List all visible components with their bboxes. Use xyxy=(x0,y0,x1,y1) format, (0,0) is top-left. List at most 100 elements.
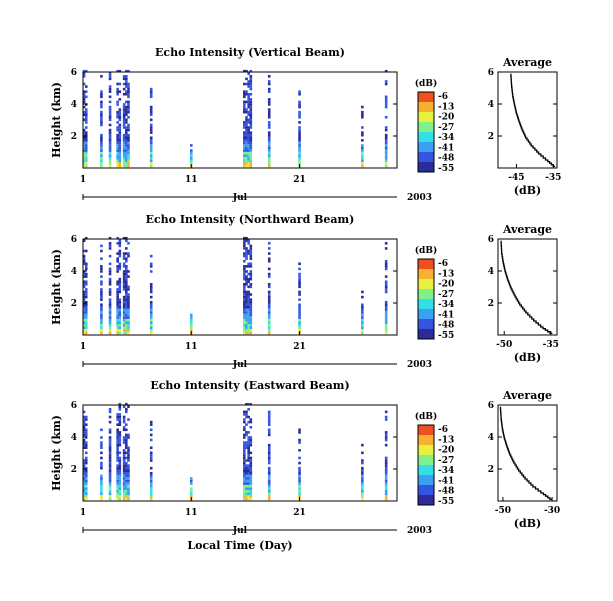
echo-cell xyxy=(116,159,119,163)
echo-cell xyxy=(84,144,88,147)
echo-cell xyxy=(125,77,128,81)
echo-cell xyxy=(116,318,119,322)
echo-cell xyxy=(245,126,248,129)
x-tick-label: 11 xyxy=(185,342,198,352)
echo-cell xyxy=(384,477,388,480)
echo-cell xyxy=(245,423,248,426)
echo-cell xyxy=(361,329,364,332)
echo-cell xyxy=(249,262,253,266)
echo-cell xyxy=(84,331,88,335)
echo-cell xyxy=(243,428,246,432)
echo-cell xyxy=(122,159,126,163)
echo-cell xyxy=(84,146,88,150)
echo-cell xyxy=(245,497,248,501)
echo-cell xyxy=(125,487,128,490)
echo-cell xyxy=(100,313,103,317)
echo-cell xyxy=(384,495,388,498)
echo-cell xyxy=(127,108,130,111)
echo-cell xyxy=(384,280,388,283)
echo-cell xyxy=(247,249,250,253)
echo-cell xyxy=(116,141,119,145)
average-line xyxy=(510,73,556,168)
y-tick-label: 6 xyxy=(71,68,77,78)
echo-cell xyxy=(118,423,122,426)
echo-cell xyxy=(108,495,112,498)
echo-cell xyxy=(245,149,248,152)
echo-cell xyxy=(116,329,119,332)
echo-cell xyxy=(100,446,103,449)
colorbar-segment xyxy=(418,309,434,320)
echo-cell xyxy=(108,105,112,109)
echo-cell xyxy=(249,329,253,332)
echo-cell xyxy=(116,242,119,245)
avg-y-tick-label: 4 xyxy=(488,100,494,110)
echo-cell xyxy=(298,105,301,109)
echo-cell xyxy=(245,300,248,304)
echo-cell xyxy=(384,433,388,437)
colorbar: -6-13-20-27-34-41-48-55 xyxy=(417,91,454,174)
echo-cell xyxy=(125,313,128,317)
echo-cell xyxy=(125,293,128,296)
echo-cell xyxy=(384,262,388,266)
echo-cell xyxy=(127,303,130,307)
echo-cell xyxy=(149,149,153,152)
echo-cell xyxy=(122,308,126,312)
echo-cell xyxy=(267,474,271,478)
echo-cell xyxy=(249,80,253,83)
echo-cell xyxy=(149,110,153,114)
echo-event xyxy=(361,290,364,335)
echo-cell xyxy=(116,316,119,319)
colorbar-frame xyxy=(417,91,435,173)
echo-cell xyxy=(122,474,126,478)
echo-cell xyxy=(149,156,153,160)
echo-cell xyxy=(149,311,153,314)
echo-cell xyxy=(118,123,122,127)
echo-cell xyxy=(249,293,253,296)
echo-cell xyxy=(249,164,253,168)
echo-cell xyxy=(245,151,248,155)
echo-cell xyxy=(122,436,126,439)
echo-cell xyxy=(149,118,153,122)
echo-cell xyxy=(127,477,130,480)
echo-cell xyxy=(82,459,86,462)
echo-cell xyxy=(361,313,364,317)
echo-cell xyxy=(247,133,250,137)
echo-cell xyxy=(245,464,248,467)
colorbar-segment xyxy=(418,112,434,123)
echo-cell xyxy=(267,477,271,480)
echo-cell xyxy=(384,288,388,291)
echo-cell xyxy=(245,326,248,330)
echo-cell xyxy=(243,131,246,134)
echo-cell xyxy=(125,131,128,134)
echo-cell xyxy=(122,425,126,429)
echo-cell xyxy=(100,283,103,286)
echo-cell xyxy=(122,428,126,432)
echo-cell xyxy=(122,318,126,322)
echo-cell xyxy=(384,162,388,165)
echo-cell xyxy=(267,313,271,317)
echo-cell xyxy=(118,244,122,248)
echo-cell xyxy=(125,464,128,467)
echo-cell xyxy=(116,492,119,496)
echo-cell xyxy=(245,306,248,309)
echo-cell xyxy=(118,436,122,439)
echo-cell xyxy=(122,141,126,145)
echo-cell xyxy=(100,118,103,122)
echo-cell xyxy=(116,267,119,271)
echo-cell xyxy=(247,313,250,317)
echo-cell xyxy=(149,308,153,312)
echo-cell xyxy=(243,265,246,268)
echo-cell xyxy=(82,72,86,76)
echo-cell xyxy=(249,149,253,152)
echo-cell xyxy=(127,82,130,86)
echo-cell xyxy=(249,126,253,129)
echo-cell xyxy=(243,311,246,314)
echo-cell xyxy=(108,436,112,439)
echo-cell xyxy=(149,105,153,109)
echo-cell xyxy=(243,141,246,145)
echo-cell xyxy=(245,247,248,250)
echo-cell xyxy=(84,466,88,470)
colorbar-segment xyxy=(418,485,434,496)
echo-cell xyxy=(108,139,112,142)
